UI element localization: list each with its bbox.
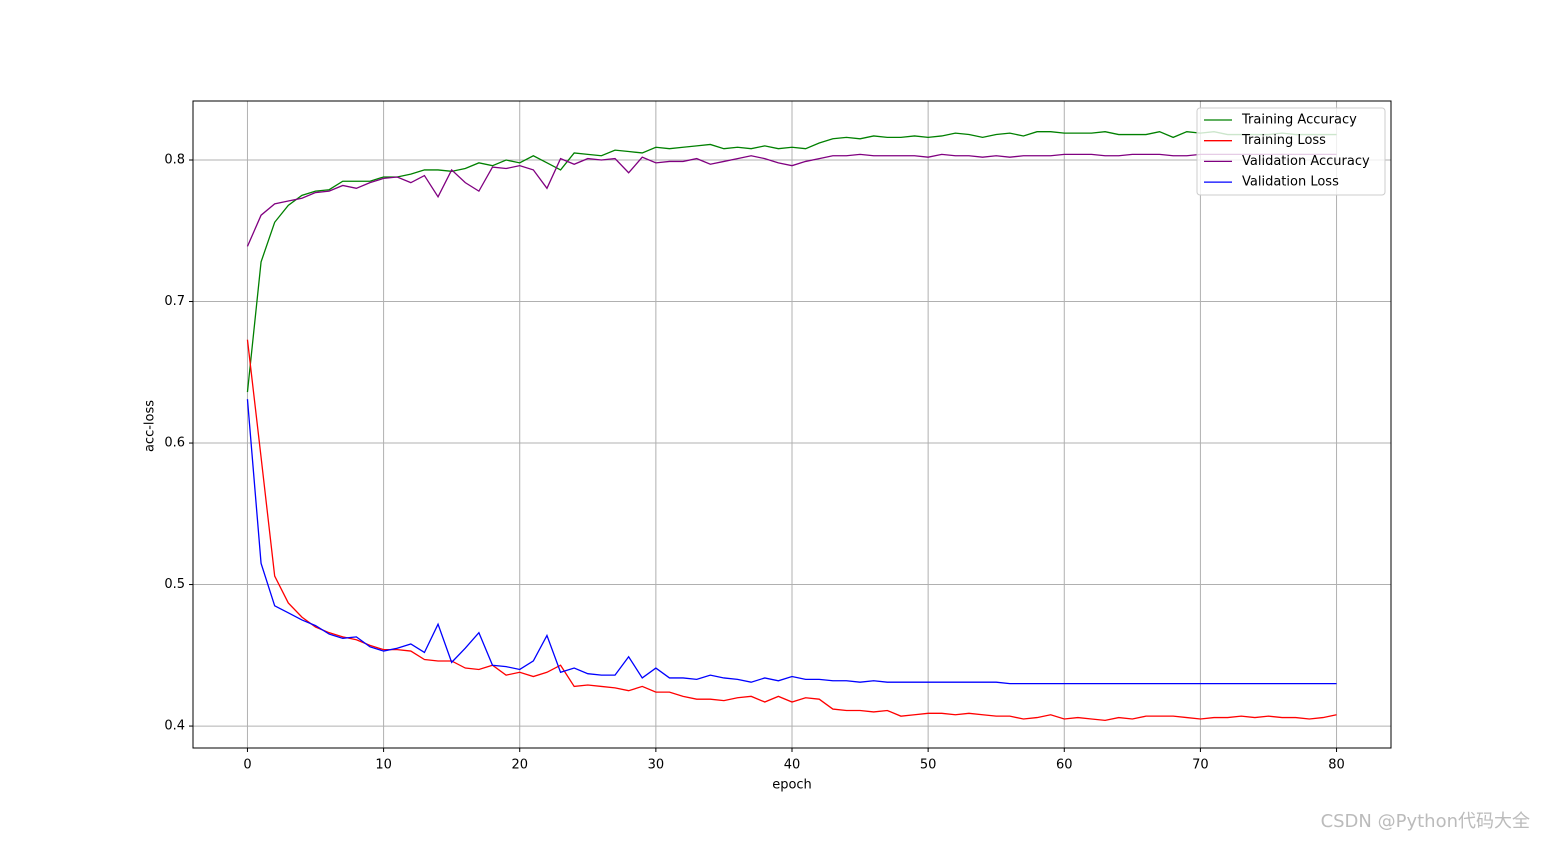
y-tick-label: 0.5 xyxy=(164,577,185,592)
y-axis-label: acc-loss xyxy=(143,400,158,452)
legend-box xyxy=(1196,107,1386,196)
x-tick-label: 40 xyxy=(784,758,801,773)
x-tick-label: 50 xyxy=(920,758,937,773)
legend-label: Validation Loss xyxy=(1242,175,1339,190)
x-axis-label: epoch xyxy=(772,778,812,793)
x-tick-label: 30 xyxy=(648,758,665,773)
series-line xyxy=(246,399,1337,685)
legend-label: Training Loss xyxy=(1241,133,1326,148)
series-line xyxy=(246,131,1337,393)
x-tick-label: 10 xyxy=(375,758,392,773)
x-tick-label: 80 xyxy=(1328,758,1345,773)
legend-label: Training Accuracy xyxy=(1241,113,1357,128)
y-tick-label: 0.8 xyxy=(164,153,185,168)
x-tick-label: 20 xyxy=(511,758,528,773)
legend-label: Validation Accuracy xyxy=(1242,154,1370,169)
plot-area xyxy=(193,101,1391,748)
watermark: CSDN @Python代码大全 xyxy=(1321,811,1530,832)
x-tick-label: 60 xyxy=(1056,758,1073,773)
series-line xyxy=(246,153,1337,247)
y-tick-label: 0.7 xyxy=(164,294,185,309)
series-line xyxy=(246,339,1337,722)
y-tick-label: 0.4 xyxy=(164,719,185,734)
y-tick-label: 0.6 xyxy=(164,436,185,451)
x-tick-label: 0 xyxy=(243,758,251,773)
x-tick-label: 70 xyxy=(1192,758,1209,773)
